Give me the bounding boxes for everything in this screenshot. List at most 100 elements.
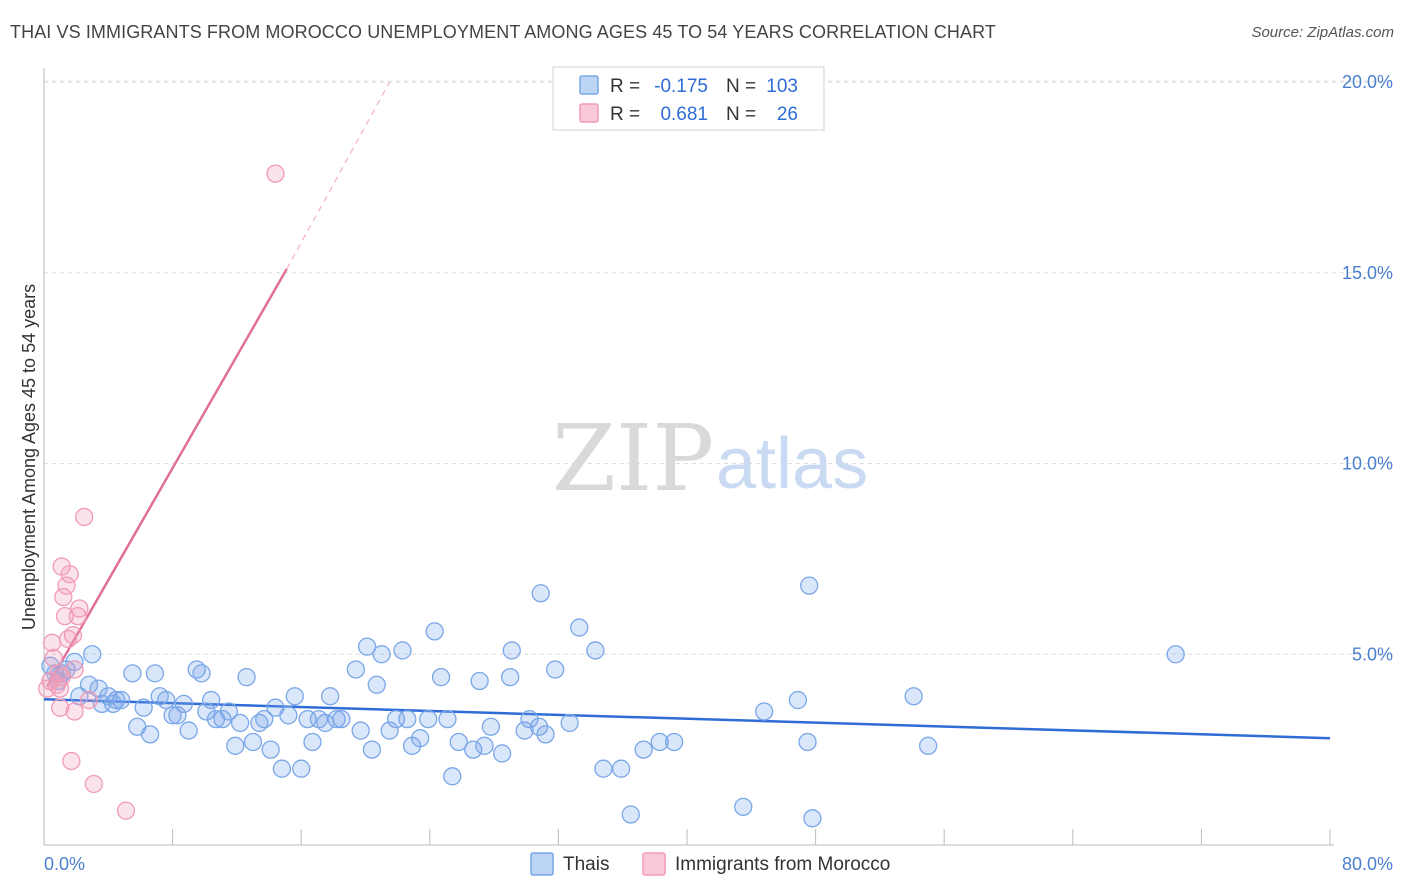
point-morocco: [79, 690, 99, 710]
point-thais: [367, 675, 386, 694]
point-thais: [398, 709, 417, 729]
legend-r-value-thais: -0.175: [654, 76, 708, 97]
point-thais: [520, 709, 539, 729]
legend-n-label-thais: N =: [726, 76, 756, 97]
point-thais: [419, 709, 438, 729]
trend-lines: [43, 81, 1331, 740]
point-thais: [449, 732, 468, 752]
point-thais: [380, 721, 399, 740]
point-thais: [393, 641, 412, 660]
bottom-legend-label-thais: Thais: [563, 854, 609, 875]
point-thais: [226, 736, 245, 755]
point-thais: [168, 706, 187, 725]
point-thais: [411, 729, 430, 748]
source-label: Source: ZipAtlas.com: [1251, 24, 1394, 41]
point-morocco: [42, 633, 62, 652]
point-thais: [157, 690, 176, 710]
point-thais: [438, 709, 457, 729]
bottom-legend: Thais Immigrants from Morocco: [530, 852, 890, 876]
point-thais: [140, 725, 160, 744]
point-thais: [237, 668, 256, 687]
point-thais: [431, 668, 451, 687]
point-thais: [163, 706, 182, 725]
watermark-atlas: atlas: [716, 424, 868, 504]
point-thais: [65, 652, 84, 672]
point-morocco: [84, 774, 103, 794]
legend-r-label-thais: R =: [610, 76, 640, 97]
point-thais: [904, 687, 923, 706]
bottom-legend-swatch-thais: [530, 852, 554, 876]
point-thais: [79, 675, 99, 694]
point-thais: [197, 702, 216, 721]
point-thais: [664, 732, 684, 752]
x-axis-ticks: [43, 829, 1331, 845]
x-tick-label-max: 80.0%: [1342, 854, 1393, 874]
bottom-legend-swatch-morocco: [642, 852, 666, 876]
point-thais: [755, 702, 774, 721]
point-thais: [546, 660, 565, 679]
point-thais: [230, 713, 250, 733]
legend-n-label-morocco: N =: [726, 104, 756, 125]
bottom-legend-label-morocco: Immigrants from Morocco: [675, 854, 890, 875]
legend-n-value-thais: 103: [766, 76, 798, 97]
legend-n-value-morocco: 26: [777, 104, 798, 125]
y-tick-label: 15.0%: [1342, 263, 1393, 283]
point-thais: [202, 690, 221, 710]
legend-swatch-thais: [579, 75, 599, 95]
point-morocco: [55, 606, 75, 626]
point-thais: [346, 660, 366, 679]
trend-line-thais: [43, 698, 1331, 740]
point-thais: [918, 736, 938, 755]
point-thais: [443, 767, 462, 786]
point-thais: [481, 717, 501, 736]
point-thais: [621, 805, 640, 824]
legend-r-label-morocco: R =: [610, 104, 640, 125]
point-thais: [464, 740, 483, 759]
point-thais: [570, 618, 589, 637]
x-tick-label-min: 0.0%: [44, 854, 85, 874]
point-thais: [174, 694, 194, 714]
point-thais: [279, 706, 298, 725]
point-thais: [145, 664, 165, 683]
point-thais: [1166, 645, 1185, 664]
point-thais: [560, 713, 579, 733]
legend-swatch-morocco: [579, 103, 599, 123]
point-thais: [134, 698, 153, 717]
point-morocco: [62, 751, 81, 771]
point-morocco: [63, 626, 83, 645]
point-morocco: [44, 648, 63, 668]
trend-line-morocco: [46, 268, 288, 688]
points-morocco: [38, 164, 285, 820]
point-thais: [594, 759, 613, 778]
point-thais: [650, 732, 669, 752]
point-morocco: [65, 660, 84, 679]
point-thais: [107, 690, 126, 710]
point-thais: [734, 797, 753, 817]
point-thais: [123, 664, 142, 683]
point-thais: [536, 725, 555, 744]
legend-r-value-morocco: 0.681: [660, 104, 708, 125]
point-thais: [243, 732, 263, 752]
watermark-zip: ZIP: [552, 405, 714, 512]
point-thais: [531, 584, 550, 603]
point-thais: [332, 709, 351, 729]
point-thais: [515, 721, 534, 740]
point-thais: [800, 576, 819, 595]
point-thais: [372, 645, 391, 664]
point-thais: [586, 641, 605, 660]
y-tick-label: 10.0%: [1342, 454, 1393, 474]
point-morocco: [68, 606, 87, 626]
point-morocco: [70, 599, 89, 618]
point-thais: [272, 759, 292, 778]
legend: R = -0.175 N = 103 R = 0.681 N = 26: [552, 66, 825, 131]
point-morocco: [60, 565, 79, 584]
trend-line-morocco-extension: [286, 81, 391, 270]
point-morocco: [75, 507, 94, 527]
points-thais: [41, 576, 1185, 828]
point-thais: [501, 668, 520, 687]
point-thais: [327, 709, 346, 729]
point-thais: [292, 759, 311, 778]
point-thais: [798, 732, 817, 752]
point-thais: [492, 744, 512, 763]
